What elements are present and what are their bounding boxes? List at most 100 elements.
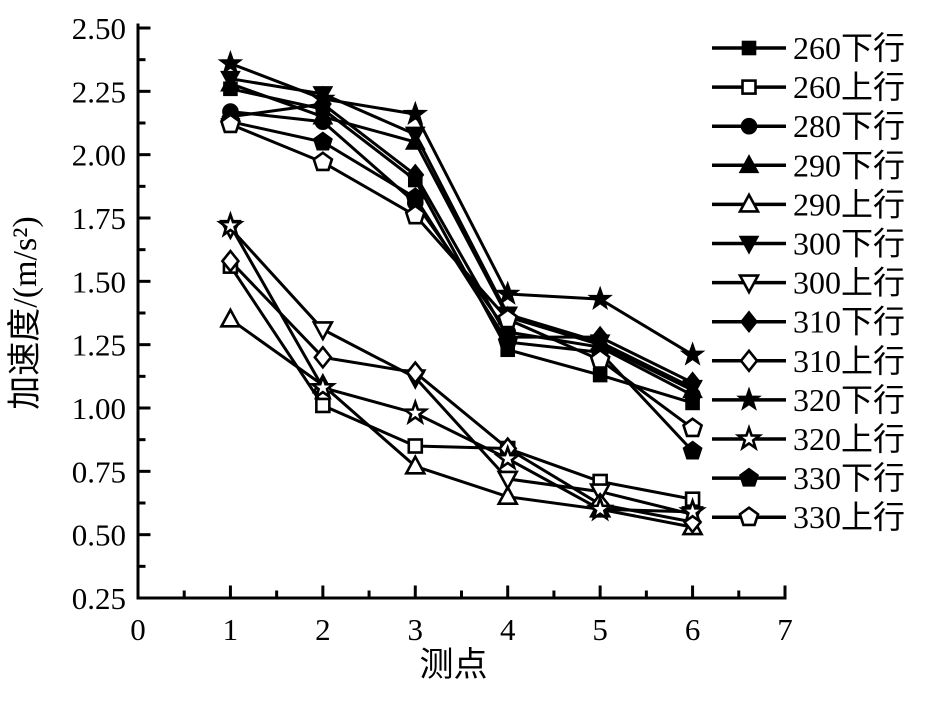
marker-330-down-p2 (312, 131, 333, 151)
legend-marker-320-down (736, 386, 762, 411)
axes (136, 23, 787, 600)
marker-290-up-p3 (404, 454, 427, 475)
marker-320-up-p3 (401, 398, 430, 426)
marker-300-down-p3 (404, 126, 426, 146)
legend-item-310-up: 310上行 (712, 343, 905, 379)
series-line-310-down (230, 102, 694, 385)
x-tick-label: 7 (777, 612, 793, 647)
marker-310-up-p2 (313, 345, 333, 370)
series-markers-310-down (221, 92, 702, 394)
legend-label-280-down: 280下行 (793, 108, 905, 144)
marker-330-down-p6 (682, 440, 703, 460)
y-tick-label: 2.00 (72, 138, 126, 173)
x-tick-label: 1 (223, 612, 239, 647)
legend-item-260-up: 260上行 (712, 69, 905, 105)
legend-item-290-down: 290下行 (712, 147, 905, 183)
legend-item-330-up: 330上行 (712, 499, 905, 535)
legend-marker-310-up (739, 348, 759, 373)
marker-330-up-p3 (404, 204, 426, 225)
marker-310-down-p6 (683, 371, 702, 394)
legend-marker-310-down (739, 310, 759, 333)
marker-320-up-p1 (216, 210, 245, 238)
series-markers-320-up (216, 210, 707, 524)
legend-marker-280-down (740, 117, 758, 135)
legend-label-260-up: 260上行 (793, 69, 905, 105)
series-line-310-up (229, 260, 693, 524)
legend-marker-330-up (738, 506, 760, 527)
y-tick-label: 1.50 (72, 264, 126, 299)
series-markers (216, 50, 707, 536)
marker-320-down-p1 (217, 50, 244, 75)
marker-290-down-p2 (312, 105, 334, 125)
series-line-290-up (229, 318, 693, 529)
marker-320-down-p4 (494, 280, 521, 305)
series-line-330-down (230, 120, 694, 453)
legend-marker-260-down (741, 40, 757, 56)
y-tick-label: 2.50 (72, 11, 126, 46)
series-markers-330-down (220, 111, 703, 460)
series-markers-320-down (217, 50, 706, 366)
legend-item-320-down: 320下行 (712, 382, 905, 418)
series-markers-310-up (220, 248, 703, 535)
legend-label-310-up: 310上行 (793, 343, 905, 379)
legend-marker-290-up (737, 192, 761, 213)
marker-290-up-p1 (219, 307, 242, 328)
marker-290-up-p4 (496, 484, 519, 505)
marker-320-up-p2 (308, 372, 338, 400)
series-markers-290-down (220, 72, 703, 399)
marker-300-up-p4 (496, 470, 519, 492)
legend-label-310-down: 310下行 (793, 304, 905, 340)
legend-label-260-down: 260下行 (793, 30, 905, 66)
legend-item-280-down: 280下行 (712, 108, 905, 144)
marker-310-up-p1 (220, 248, 241, 274)
legend-label-320-up: 320上行 (793, 421, 905, 457)
legend-item-300-up: 300上行 (712, 265, 905, 301)
series-markers-290-up (219, 307, 704, 536)
y-tick-label: 0.50 (72, 518, 126, 553)
legend-marker-300-down (738, 235, 760, 255)
marker-310-up-p3 (405, 360, 425, 385)
legend-marker-330-down (739, 467, 759, 487)
series-line-320-up (229, 224, 693, 514)
marker-260-up-p3 (407, 438, 424, 454)
x-tick-label: 0 (130, 612, 146, 647)
legend-label-320-down: 320下行 (793, 382, 905, 418)
legend-label-290-up: 290上行 (793, 186, 905, 222)
legend-marker-320-up (734, 424, 764, 452)
series-markers-300-down (220, 70, 703, 399)
y-tick-label: 1.00 (72, 391, 126, 426)
marker-320-down-p2 (310, 85, 336, 110)
y-axis-title: 加速度/(m/s²) (6, 216, 44, 409)
marker-310-down-p3 (406, 163, 425, 187)
legend-label-330-up: 330上行 (793, 499, 905, 535)
legend-label-300-down: 300下行 (793, 226, 905, 262)
series-line-300-down (230, 77, 694, 390)
marker-300-up-p2 (311, 321, 335, 342)
x-tick-label: 6 (685, 612, 701, 647)
legend-label-290-down: 290下行 (793, 147, 905, 183)
marker-330-up-p4 (497, 308, 519, 329)
legend-label-300-up: 300上行 (793, 265, 905, 301)
legend-item-260-down: 260下行 (712, 30, 905, 66)
y-tick-label: 2.25 (72, 74, 126, 109)
y-tick-label: 1.75 (72, 201, 126, 236)
x-tick-label: 2 (315, 612, 331, 647)
x-tick-label: 5 (592, 612, 608, 647)
marker-330-up-p5 (589, 348, 611, 369)
x-tick-label: 3 (408, 612, 424, 647)
legend-label-330-down: 330下行 (793, 460, 905, 496)
legend-marker-260-up (741, 79, 757, 95)
series-lines (229, 62, 694, 529)
series-line-290-down (229, 82, 694, 392)
series-line-260-up (229, 265, 693, 501)
marker-330-up-p1 (219, 113, 241, 134)
marker-260-up-p2 (315, 397, 331, 414)
series-line-330-up (229, 122, 694, 430)
x-tick-label: 4 (500, 612, 516, 647)
marker-320-down-p3 (402, 100, 429, 126)
marker-330-up-p2 (312, 151, 334, 172)
marker-260-down-p5 (592, 367, 608, 383)
